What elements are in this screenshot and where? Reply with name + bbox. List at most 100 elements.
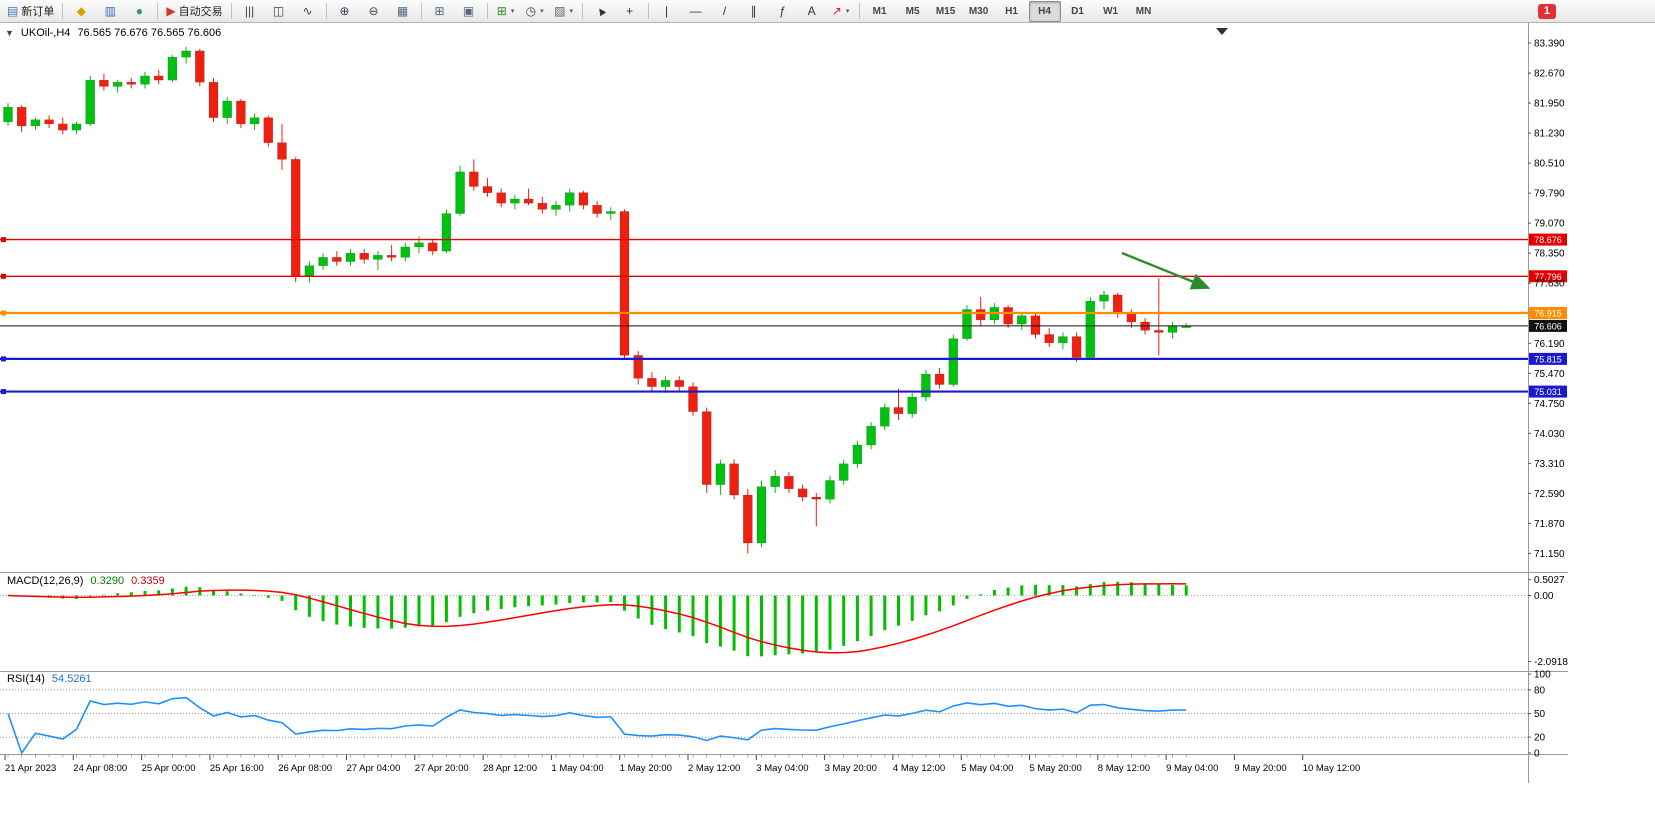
candle [838, 463, 849, 481]
line-handle[interactable] [1, 356, 6, 362]
timeframe-h4[interactable]: H4 [1028, 0, 1061, 22]
zoom-out-button[interactable]: ⊖ [360, 1, 388, 22]
line-chart-button[interactable]: ∿ [294, 1, 322, 22]
candle [647, 378, 657, 387]
new-order-button-label: 新订单 [21, 6, 55, 18]
trendline-icon: / [722, 4, 727, 18]
text-icon: A [807, 4, 816, 18]
autotrading-button[interactable]: ▶ 自动交易 [162, 1, 226, 22]
equidistant-channel-icon: ∥ [750, 4, 757, 18]
time-axis-label: 9 May 04:00 [1166, 763, 1218, 774]
candlestick-chart-button[interactable]: ◫ [265, 1, 293, 22]
candle [1003, 307, 1013, 325]
grid-button[interactable]: ▦ [389, 1, 417, 22]
candle [263, 117, 274, 143]
timeframe-w1[interactable]: W1 [1103, 5, 1119, 17]
chevron-down-icon: ▾ [569, 8, 573, 15]
line-handle[interactable] [1, 273, 6, 279]
new-order-button[interactable]: ▤ 新订单 [3, 1, 58, 22]
price-axis-label: 77.630 [1534, 279, 1565, 290]
line-handle[interactable] [1, 389, 6, 395]
candle [427, 242, 438, 252]
price-axis-label: 79.070 [1534, 219, 1565, 230]
candle [880, 407, 890, 427]
cascade-windows-icon: ▣ [462, 4, 475, 18]
trendline-button[interactable]: / [711, 1, 739, 22]
timeframe-h1[interactable]: H1 [1005, 5, 1018, 17]
candle [784, 476, 794, 490]
time-axis-label: 5 May 20:00 [1030, 763, 1082, 774]
timeframe-m30[interactable]: M30 [968, 5, 989, 17]
toolbar-separator [157, 3, 159, 19]
candle [866, 425, 876, 446]
candle [619, 211, 630, 356]
candle [729, 463, 739, 496]
candle [44, 119, 54, 125]
templates-button[interactable]: ▨ ▾ [550, 1, 578, 22]
cascade-windows-button[interactable]: ▣ [455, 1, 483, 22]
time-axis-label: 1 May 04:00 [551, 763, 603, 774]
candle [715, 463, 726, 485]
timeframe-m15[interactable]: M15 [935, 5, 956, 17]
notification-badge[interactable]: 1 [1537, 3, 1556, 19]
price-axis-label: 83.390 [1534, 39, 1565, 50]
price-axis-label: 74.750 [1534, 399, 1565, 410]
trend-arrow[interactable] [1121, 251, 1211, 290]
timeframe-d1[interactable]: D1 [1071, 5, 1084, 17]
fibonacci-button[interactable]: ƒ [769, 1, 797, 22]
candle [181, 50, 191, 58]
candle [701, 411, 712, 485]
candle [1030, 315, 1041, 335]
candle [1126, 313, 1137, 323]
profiles-button[interactable]: ◆ [67, 1, 95, 22]
zoom-out-icon: ⊖ [368, 4, 379, 18]
candle [743, 494, 753, 544]
candle [1085, 300, 1096, 358]
autotrading-button-label: 自动交易 [178, 6, 223, 18]
macd-signal-line [7, 583, 1187, 654]
timeframe-m5[interactable]: M5 [905, 5, 920, 17]
cursor-button[interactable]: ▲ [587, 1, 615, 22]
candlestick-chart-icon: ◫ [272, 4, 285, 18]
price-badge [1529, 233, 1567, 246]
vertical-line-icon: | [665, 4, 669, 18]
profiles-icon: ◆ [76, 4, 86, 18]
chart-canvas[interactable]: 78.676 77.796 76.915 76.606 75.815 75.031 83.3… [0, 23, 1655, 825]
line-handle[interactable] [1, 237, 6, 243]
new-chart-button[interactable]: ⊞ ▾ [492, 1, 520, 22]
candle [934, 373, 945, 385]
timeframe-m1[interactable]: M1 [872, 5, 887, 17]
rsi-name: RSI(14) [7, 673, 45, 685]
arrows-button[interactable]: ↗ ▾ [827, 1, 855, 22]
candle [195, 50, 205, 83]
candle [482, 186, 493, 193]
tile-windows-icon: ⊞ [434, 4, 445, 18]
candle [441, 213, 452, 252]
market-watch-button[interactable]: ▥ [96, 1, 124, 22]
horizontal-line-button[interactable]: — [682, 1, 710, 22]
timeframe-mn[interactable]: MN [1135, 5, 1152, 17]
candle [222, 100, 232, 118]
line-handle[interactable] [1, 310, 6, 316]
one-click-trading-toggle-icon[interactable]: ▼ [5, 28, 14, 38]
periods-button[interactable]: ◷ ▾ [521, 1, 549, 22]
navigator-button[interactable]: ● [125, 1, 153, 22]
chart-title: ▼ UKOil-,H4 76.565 76.676 76.565 76.606 [5, 27, 221, 39]
time-axis-label: 27 Apr 04:00 [347, 763, 401, 774]
price-badge [1529, 352, 1567, 365]
toolbar-separator [858, 3, 860, 19]
vertical-line-button[interactable]: | [653, 1, 681, 22]
toolbar-separator [230, 3, 232, 19]
bar-chart-button[interactable]: ||| [236, 1, 264, 22]
time-axis-label: 1 May 20:00 [620, 763, 672, 774]
chart-shift-marker[interactable] [1216, 28, 1228, 35]
candle [386, 255, 397, 258]
equidistant-channel-button[interactable]: ∥ [740, 1, 768, 22]
zoom-in-button[interactable]: ⊕ [331, 1, 359, 22]
candle [674, 380, 685, 387]
crosshair-button[interactable]: + [616, 1, 644, 22]
tile-windows-button[interactable]: ⊞ [426, 1, 454, 22]
candle [1044, 334, 1054, 344]
candle [71, 123, 82, 131]
text-button[interactable]: A [798, 1, 826, 22]
